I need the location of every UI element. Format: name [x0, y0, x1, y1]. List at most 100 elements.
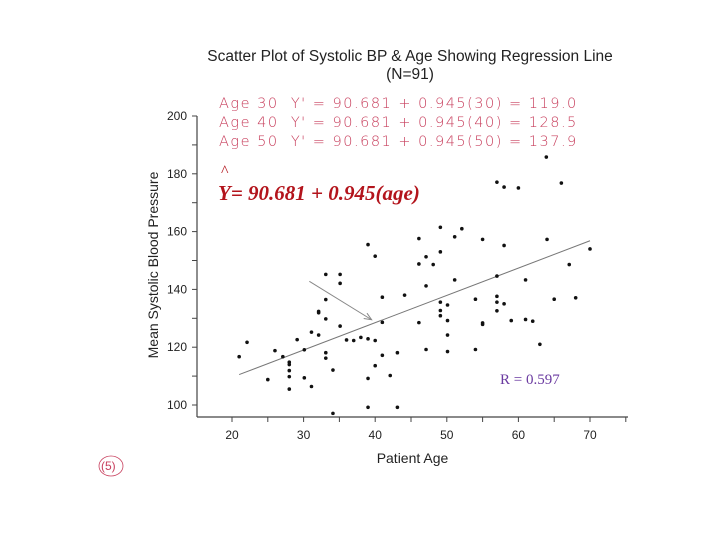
y-hat-symbol: ^	[221, 163, 229, 180]
margin-mark-circle	[98, 455, 124, 477]
data-point	[323, 297, 328, 302]
chart-subtitle: (N=91)	[386, 66, 434, 83]
x-tick-label: 20	[225, 428, 239, 442]
data-point	[417, 262, 421, 266]
x-tick-label: 40	[369, 428, 383, 442]
data-point	[460, 226, 464, 231]
data-point	[309, 330, 314, 334]
data-point	[273, 348, 277, 353]
data-point	[295, 337, 299, 342]
data-point	[495, 308, 499, 313]
data-point	[495, 294, 499, 299]
data-point	[438, 308, 443, 313]
data-point	[245, 340, 249, 345]
y-tick-label: 200	[167, 109, 187, 123]
data-point	[445, 318, 450, 323]
data-point	[495, 274, 499, 278]
data-point	[473, 297, 478, 302]
data-point	[438, 225, 443, 230]
data-point	[431, 262, 435, 267]
data-point	[495, 180, 499, 184]
data-point	[516, 186, 521, 190]
data-point	[237, 354, 241, 359]
data-point	[366, 376, 370, 381]
data-point	[424, 347, 428, 352]
data-point	[480, 237, 485, 242]
data-point	[473, 347, 478, 352]
handwritten-note-age-30: Age 30 Y' = 90.681 + 0.945(30) = 119.0	[219, 96, 578, 112]
data-point	[438, 250, 443, 254]
chart-title: Scatter Plot of Systolic BP & Age Showin…	[207, 48, 613, 65]
data-point	[323, 317, 328, 321]
data-point	[366, 337, 370, 341]
data-point	[417, 320, 421, 325]
data-point	[331, 411, 335, 416]
data-point	[366, 405, 370, 410]
data-point	[573, 295, 578, 300]
x-tick-label: 30	[297, 428, 311, 442]
data-point	[266, 377, 270, 382]
data-point	[323, 350, 328, 355]
x-tick-label: 60	[512, 428, 526, 442]
data-point	[495, 300, 499, 304]
data-point	[388, 373, 393, 378]
data-point	[417, 236, 421, 241]
data-point	[523, 317, 528, 322]
data-point	[424, 254, 428, 259]
data-point	[502, 243, 506, 248]
data-point	[373, 254, 378, 258]
y-tick-label: 100	[167, 398, 187, 412]
y-axis-label: Mean Systolic Blood Pressure	[145, 171, 161, 359]
data-point	[530, 319, 535, 323]
data-point	[302, 376, 307, 380]
y-tick-label: 120	[167, 340, 187, 354]
data-point	[287, 387, 292, 391]
data-point	[338, 324, 342, 328]
data-point	[452, 235, 457, 239]
handwritten-note-age-40: Age 40 Y' = 90.681 + 0.945(40) = 128.5	[219, 115, 578, 131]
data-point	[538, 342, 542, 347]
data-point	[452, 278, 457, 282]
data-point	[287, 374, 292, 379]
data-point	[402, 293, 407, 297]
data-point	[302, 348, 307, 352]
data-point	[445, 333, 450, 337]
data-point	[316, 333, 321, 337]
correlation-label: R = 0.597	[500, 372, 560, 388]
data-point	[351, 338, 356, 343]
data-point	[344, 338, 349, 342]
data-point	[544, 155, 549, 159]
data-point	[338, 281, 342, 286]
margin-mark: (5)	[101, 459, 116, 473]
handwritten-note-age-50: Age 50 Y' = 90.681 + 0.945(50) = 137.9	[219, 134, 578, 150]
data-point	[588, 247, 592, 251]
x-tick-label: 70	[583, 428, 597, 442]
data-point	[281, 354, 285, 359]
data-point	[287, 362, 292, 367]
data-point	[438, 313, 443, 318]
data-point	[445, 349, 450, 354]
data-point	[316, 311, 321, 315]
data-point	[480, 322, 485, 327]
data-point	[323, 356, 328, 360]
data-point	[545, 237, 549, 242]
data-point	[559, 181, 564, 185]
data-point	[331, 368, 335, 372]
data-point	[287, 368, 292, 373]
data-point	[373, 363, 378, 368]
data-point	[373, 338, 378, 343]
data-point	[552, 297, 556, 302]
regression-equation: Y= 90.681 + 0.945(age)	[218, 181, 420, 205]
data-point	[366, 242, 370, 247]
y-tick-label: 160	[167, 225, 187, 239]
data-point	[523, 278, 528, 282]
data-point	[359, 335, 363, 340]
data-point	[395, 350, 400, 355]
arrow-head-icon	[363, 312, 373, 321]
y-tick-label: 140	[167, 282, 187, 296]
data-point	[380, 320, 385, 325]
regression-line	[238, 240, 591, 376]
data-point	[323, 272, 328, 277]
data-point	[309, 384, 314, 389]
